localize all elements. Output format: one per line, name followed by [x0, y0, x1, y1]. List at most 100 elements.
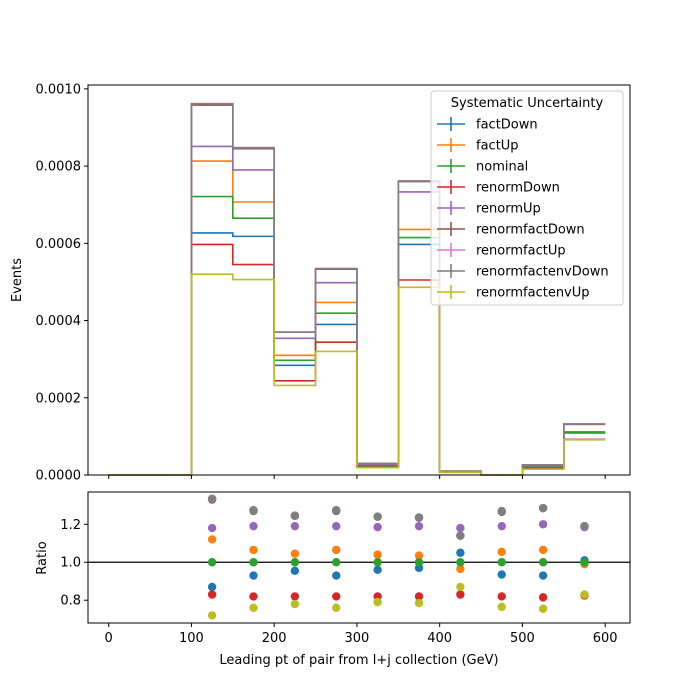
ratio-point-factUp	[207, 535, 217, 544]
ratio-point-renormDown	[207, 590, 217, 599]
ratio-point-renormDown	[538, 593, 548, 602]
ratio-point-nominal	[580, 558, 589, 567]
bottom-y-tick-label: 1.0	[60, 556, 81, 571]
ratio-point-renormfactenvDown	[497, 507, 506, 516]
bottom-x-tick-label: 500	[510, 631, 535, 646]
ratio-point-renormDown	[456, 590, 465, 599]
top-series-layer	[108, 102, 606, 476]
legend-label: factDown	[476, 118, 538, 133]
ratio-point-nominal	[497, 558, 506, 567]
ratio-point-factDown	[456, 548, 465, 557]
legend-entry-nominal: nominal	[437, 159, 528, 175]
top-axes-frame	[87, 84, 631, 476]
bottom-x-tick-label: 200	[262, 631, 287, 646]
ratio-point-renormfactenvUp	[580, 590, 589, 599]
ratio-point-renormfactenvUp	[373, 597, 382, 607]
legend-entry-renormDown: renormDown	[437, 180, 560, 196]
legend: Systematic Uncertainty factDown factUp nom…	[430, 90, 624, 306]
legend-entry-renormfactenvUp: renormfactenvUp	[437, 285, 590, 301]
ratio-point-nominal	[456, 558, 465, 567]
ratio-point-renormfactenvDown	[249, 506, 258, 515]
ratio-point-renormDown	[249, 592, 258, 601]
bottom-y-ticks: 0.8 1.0 1.2	[60, 518, 88, 609]
top-y-axis-label: Events	[10, 258, 25, 302]
ratio-point-factDown	[373, 565, 382, 575]
ratio-point-nominal	[207, 558, 217, 567]
ratio-point-renormfactenvUp	[249, 603, 258, 613]
top-y-tick-label: 0.0006	[36, 237, 82, 252]
ratio-point-factUp	[538, 545, 548, 555]
legend-entry-renormfactDown: renormfactDown	[437, 222, 585, 238]
ratio-point-factUp	[332, 545, 341, 555]
legend-box	[430, 90, 624, 306]
ratio-point-renormDown	[497, 592, 506, 601]
ratio-point-factDown	[207, 582, 217, 592]
ratio-point-renormfactenvDown	[456, 531, 465, 540]
legend-entry-renormfactenvDown: renormfactenvDown	[437, 264, 609, 280]
legend-entry-factDown: factDown	[437, 117, 538, 133]
ratio-point-factUp	[373, 550, 382, 559]
ratio-point-renormfactenvDown	[290, 511, 300, 520]
ratio-point-renormfactenvDown	[332, 506, 341, 515]
ratio-point-renormUp	[249, 521, 258, 531]
top-y-tick-label: 0.0004	[36, 314, 82, 329]
ratio-point-renormUp	[414, 521, 424, 531]
ratio-point-renormfactenvDown	[373, 512, 382, 521]
legend-label: renormUp	[476, 202, 541, 217]
top-y-tick-label: 0.0000	[36, 469, 82, 484]
ratio-point-factDown	[538, 571, 548, 580]
ratio-point-factDown	[249, 571, 258, 580]
ratio-point-renormUp	[456, 523, 465, 533]
ratio-point-factUp	[456, 564, 465, 574]
ratio-point-nominal	[538, 558, 548, 567]
legend-label: renormfactenvDown	[476, 265, 609, 280]
ratio-point-renormUp	[332, 521, 341, 531]
ratio-point-renormfactenvUp	[332, 603, 341, 613]
legend-entry-renormUp: renormUp	[437, 201, 541, 217]
ratio-point-renormUp	[497, 521, 506, 531]
ratio-points-layer	[207, 494, 589, 620]
x-axis-label: Leading pt of pair from l+j collection (…	[219, 653, 498, 668]
ratio-point-renormfactenvUp	[207, 611, 217, 620]
legend-label: renormfactDown	[476, 223, 585, 238]
ratio-point-nominal	[332, 558, 341, 567]
ratio-point-renormfactenvDown	[580, 521, 589, 531]
legend-label: renormfactUp	[476, 244, 566, 259]
ratio-point-factUp	[414, 551, 424, 560]
bottom-x-tick-label: 400	[427, 631, 452, 646]
legend-entries: factDown factUp nominal renormDown renormUp r…	[437, 117, 609, 301]
bottom-x-tick-label: 600	[593, 631, 618, 646]
ratio-point-factUp	[249, 545, 258, 555]
legend-label: nominal	[476, 160, 528, 175]
bottom-y-tick-label: 0.8	[60, 594, 81, 609]
ratio-point-renormfactenvUp	[538, 604, 548, 613]
ratio-point-renormDown	[332, 592, 341, 601]
top-y-tick-label: 0.0010	[36, 82, 82, 97]
ratio-point-nominal	[290, 558, 300, 567]
bottom-x-tick-label: 100	[179, 631, 204, 646]
ratio-point-renormfactenvUp	[290, 599, 300, 609]
ratio-point-renormUp	[373, 522, 382, 532]
ratio-point-nominal	[249, 558, 258, 567]
ratio-point-renormfactenvDown	[207, 494, 217, 504]
ratio-point-nominal	[414, 558, 424, 567]
ratio-point-renormfactenvDown	[538, 503, 548, 513]
ratio-point-renormUp	[538, 520, 548, 529]
top-panel: 0.0000 0.0002 0.0004 0.0006 0.0008 0.0010 Eve…	[10, 82, 631, 484]
bottom-x-tick-label: 0	[105, 631, 113, 646]
bottom-panel: 0.8 1.0 1.2 0 100 200 300 400 500 600 Ratio Lead…	[35, 491, 631, 668]
ratio-point-factDown	[290, 566, 300, 575]
ratio-point-factDown	[332, 571, 341, 580]
ratio-point-renormUp	[290, 521, 300, 531]
top-y-tick-label: 0.0002	[36, 391, 82, 406]
bottom-x-tick-label: 300	[345, 631, 370, 646]
top-x-ticks	[108, 475, 606, 479]
legend-title: Systematic Uncertainty	[451, 96, 604, 111]
bottom-y-tick-label: 1.2	[60, 518, 81, 533]
bottom-axes-frame	[87, 491, 631, 624]
bottom-x-ticks: 0 100 200 300 400 500 600	[105, 623, 618, 646]
ratio-point-factUp	[290, 549, 300, 558]
legend-label: renormfactenvUp	[476, 286, 590, 301]
top-y-ticks: 0.0000 0.0002 0.0004 0.0006 0.0008 0.0010	[36, 82, 88, 484]
ratio-point-renormfactenvUp	[414, 598, 424, 608]
